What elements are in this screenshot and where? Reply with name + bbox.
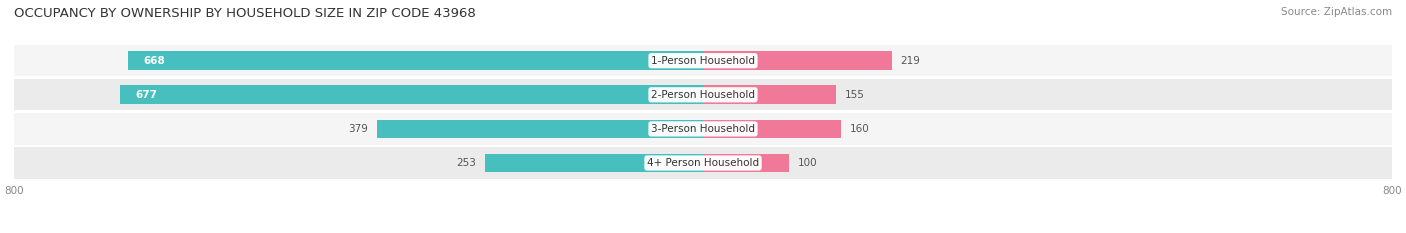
- Text: 253: 253: [457, 158, 477, 168]
- Text: 160: 160: [849, 124, 869, 134]
- Text: 379: 379: [349, 124, 368, 134]
- Text: 677: 677: [135, 90, 157, 100]
- Bar: [377, 120, 703, 138]
- Bar: [14, 79, 1392, 110]
- Bar: [14, 147, 1392, 179]
- Text: OCCUPANCY BY OWNERSHIP BY HOUSEHOLD SIZE IN ZIP CODE 43968: OCCUPANCY BY OWNERSHIP BY HOUSEHOLD SIZE…: [14, 7, 475, 20]
- Bar: [120, 86, 703, 104]
- Text: 3-Person Household: 3-Person Household: [651, 124, 755, 134]
- Text: 1-Person Household: 1-Person Household: [651, 56, 755, 66]
- Bar: [703, 154, 789, 172]
- Bar: [14, 45, 1392, 76]
- Bar: [703, 120, 841, 138]
- Text: 668: 668: [143, 56, 165, 66]
- Text: Source: ZipAtlas.com: Source: ZipAtlas.com: [1281, 7, 1392, 17]
- Text: 155: 155: [845, 90, 865, 100]
- Text: 4+ Person Household: 4+ Person Household: [647, 158, 759, 168]
- Bar: [14, 113, 1392, 144]
- Bar: [703, 86, 837, 104]
- Bar: [485, 154, 703, 172]
- Text: 100: 100: [797, 158, 817, 168]
- Text: 219: 219: [900, 56, 920, 66]
- Text: 2-Person Household: 2-Person Household: [651, 90, 755, 100]
- Bar: [703, 51, 891, 70]
- Bar: [128, 51, 703, 70]
